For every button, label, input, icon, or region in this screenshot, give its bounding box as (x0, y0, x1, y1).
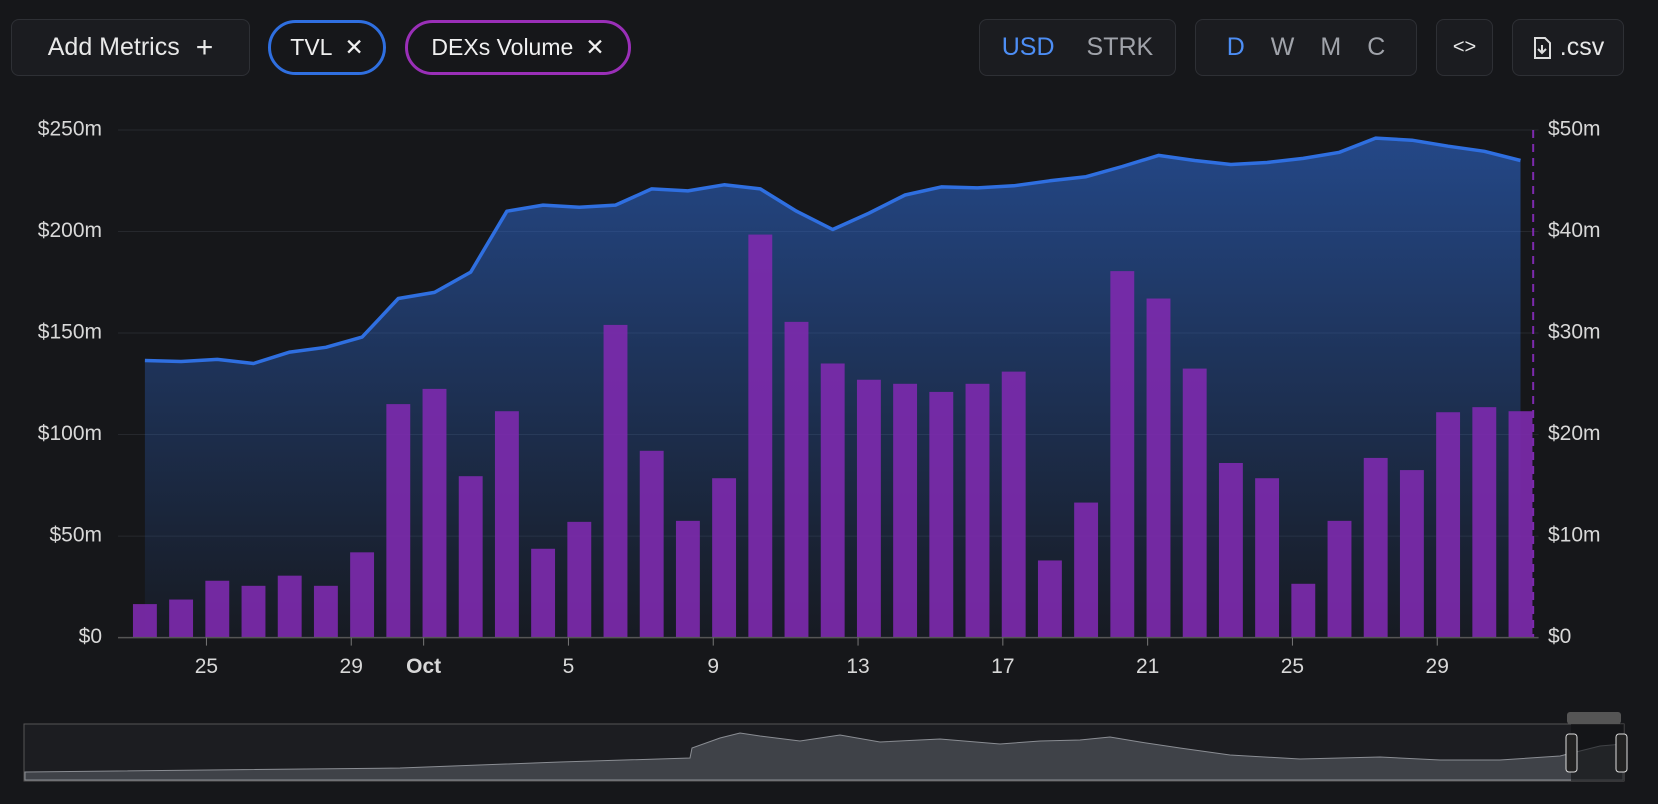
brush-selection[interactable] (1571, 724, 1624, 781)
tvl-line (144, 136, 1521, 366)
dexs-chip[interactable]: DEXs Volume ✕ (405, 20, 631, 75)
minimap[interactable] (23, 712, 1628, 782)
bar (1146, 298, 1171, 638)
bar (856, 379, 881, 638)
period-option[interactable]: M (1320, 33, 1342, 61)
y2-tick-label: $0 (1548, 625, 1571, 648)
bar (313, 585, 338, 638)
y-tick-label: $50m (49, 524, 102, 547)
bar (1291, 583, 1316, 638)
y2-tick-label: $20m (1548, 422, 1601, 445)
x-tick-label: 29 (340, 655, 363, 678)
period-option[interactable]: W (1270, 33, 1295, 61)
bar (639, 450, 664, 638)
bar (1255, 478, 1280, 638)
bar (1001, 371, 1026, 638)
bar (531, 548, 556, 638)
x-tick-label: 25 (195, 655, 218, 678)
bar (277, 575, 302, 638)
bar (494, 411, 519, 638)
bar (784, 321, 809, 638)
currency-toggle: USD STRK (979, 19, 1176, 76)
bar (748, 234, 773, 638)
bar (458, 476, 483, 638)
brush-handle[interactable] (1565, 733, 1578, 773)
brush-grip[interactable] (1567, 712, 1621, 724)
bar (132, 604, 157, 638)
bar (1436, 412, 1461, 638)
x-tick-label: 17 (991, 655, 1014, 678)
y-tick-label: $100m (38, 422, 102, 445)
bar (1218, 462, 1243, 638)
chip-label: DEXs Volume (431, 34, 574, 60)
download-icon (1533, 36, 1551, 59)
y-tick-label: $150m (38, 321, 102, 344)
bar (1327, 520, 1352, 638)
embed-button[interactable]: <> (1436, 19, 1493, 76)
bar (1037, 560, 1062, 638)
bar (929, 391, 954, 638)
strk-option[interactable]: STRK (1086, 33, 1154, 61)
bar (1472, 407, 1497, 638)
brush-handle[interactable] (1615, 733, 1628, 773)
bar (1182, 368, 1207, 638)
y-tick-label: $200m (38, 219, 102, 242)
y-tick-label: $250m (38, 118, 102, 141)
csv-label: .csv (1559, 33, 1605, 61)
csv-button[interactable]: .csv (1512, 19, 1624, 76)
bar (350, 552, 375, 638)
x-tick-label: 5 (563, 655, 575, 678)
bar (1508, 411, 1533, 638)
plot: $0 $50m $100m $150m $200m $250m $0 $10m $20m $30m… (38, 118, 1601, 679)
bar (712, 478, 737, 638)
bar (205, 580, 230, 638)
x-tick-label: 13 (846, 655, 869, 678)
usd-option[interactable]: USD (1001, 33, 1055, 61)
bar (1110, 271, 1135, 638)
add-metrics-label: Add Metrics (47, 33, 180, 61)
chip-label: TVL (290, 34, 333, 60)
y2-tick-label: $30m (1548, 321, 1601, 344)
bar (675, 520, 700, 638)
add-metrics-button[interactable]: Add Metrics + (11, 19, 250, 76)
x-tick-label: 25 (1281, 655, 1304, 678)
bar (169, 599, 194, 638)
x-tick-label: Oct (406, 655, 441, 678)
bar (893, 383, 918, 638)
x-tick-label: 29 (1426, 655, 1449, 678)
bar (567, 521, 592, 638)
bar (1363, 457, 1388, 638)
y-tick-label: $0 (79, 625, 102, 648)
plus-icon: + (195, 30, 214, 64)
close-icon[interactable]: ✕ (585, 34, 605, 60)
period-option[interactable]: D (1226, 33, 1245, 61)
bar (386, 404, 411, 638)
bar (603, 324, 628, 638)
x-tick-label: 9 (707, 655, 719, 678)
tvl-chip[interactable]: TVL ✕ (268, 20, 386, 75)
close-icon[interactable]: ✕ (344, 34, 364, 60)
y2-tick-label: $50m (1548, 118, 1601, 141)
y2-tick-label: $10m (1548, 524, 1601, 547)
bar (422, 388, 447, 638)
bar (241, 585, 266, 638)
bar (1399, 470, 1424, 638)
bar (820, 363, 845, 638)
bar (1074, 502, 1099, 638)
y2-tick-label: $40m (1548, 219, 1601, 242)
period-option[interactable]: C (1367, 33, 1386, 61)
bar (965, 383, 990, 638)
x-tick-label: 21 (1136, 655, 1159, 678)
